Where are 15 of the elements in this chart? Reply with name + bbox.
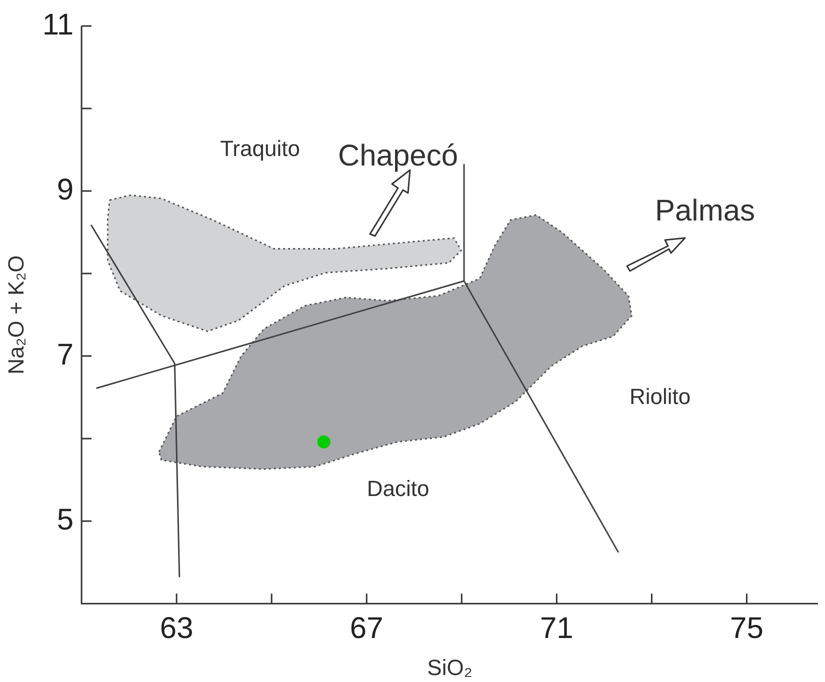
y-tick-label: 5 <box>56 503 74 536</box>
x-axis-title: SiO₂ <box>427 654 472 680</box>
x-tick-label: 63 <box>160 612 194 645</box>
y-tick-label: 11 <box>42 8 74 42</box>
y-axis-title: Na₂O + K₂O <box>3 255 28 374</box>
text: Palmas <box>654 194 756 228</box>
x-tick-label: 71 <box>540 612 574 645</box>
annotation: Traquito <box>220 136 300 162</box>
x-tick-label: 75 <box>730 612 764 645</box>
annotation: Dacito <box>366 476 430 502</box>
annotation: Riolito <box>629 384 691 410</box>
text: Chapecó <box>338 139 458 172</box>
y-tick-label: 9 <box>56 173 74 206</box>
y-tick-label: 7 <box>56 338 74 372</box>
x-tick-label: 67 <box>350 612 384 645</box>
